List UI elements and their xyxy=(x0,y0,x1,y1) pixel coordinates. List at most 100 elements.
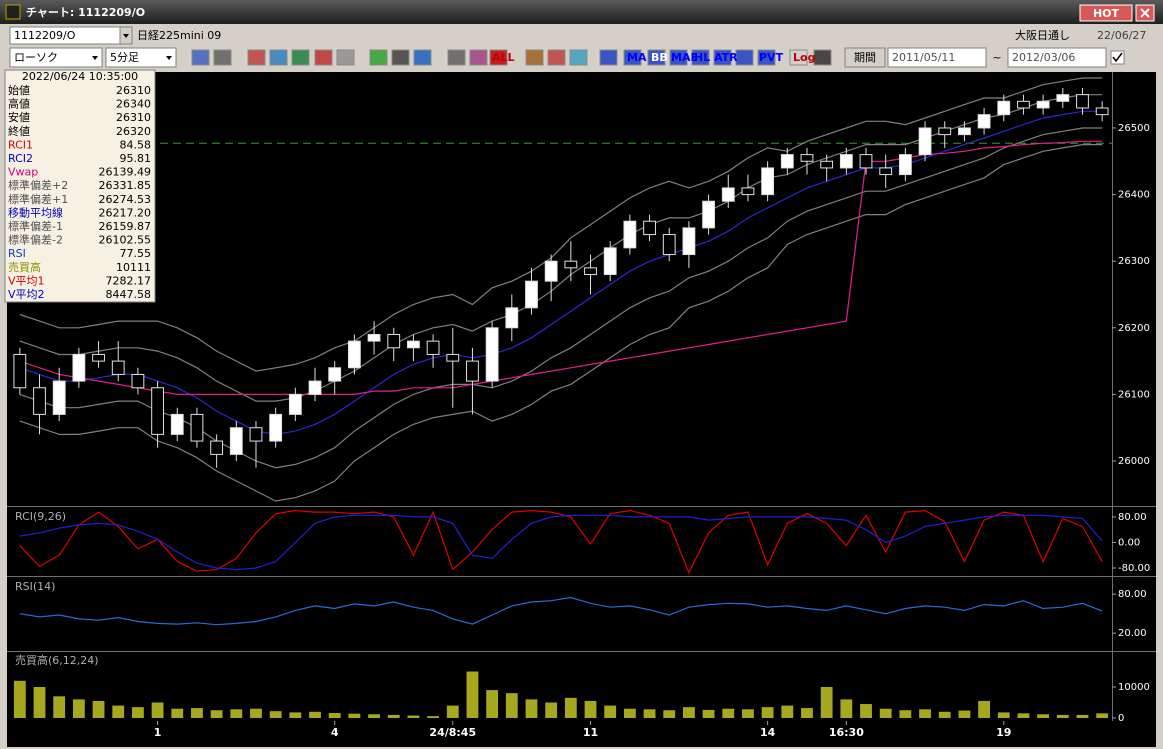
toolbar-icon[interactable] xyxy=(291,49,310,66)
toolbar-icon[interactable] xyxy=(314,49,333,66)
app-icon xyxy=(5,4,21,20)
toolbar-button[interactable]: BB xyxy=(651,51,668,64)
toolbar-icon[interactable] xyxy=(269,49,288,66)
volume-bar xyxy=(702,709,715,719)
candle-body xyxy=(741,187,755,196)
candle-body xyxy=(780,154,794,169)
info-label: V平均1 xyxy=(8,274,45,287)
y-tick-label: 26100 xyxy=(1118,389,1150,400)
toolbar-icon[interactable] xyxy=(413,49,432,66)
toolbar-button[interactable]: ALL xyxy=(492,51,515,64)
info-label: 標準偏差+2 xyxy=(8,178,68,192)
indicator-line xyxy=(19,140,1103,395)
toolbar-button[interactable]: MAE xyxy=(671,51,698,64)
volume-bar xyxy=(623,708,636,719)
volume-bar xyxy=(132,707,144,719)
candle-body xyxy=(466,360,479,382)
toolbar-icon[interactable] xyxy=(336,49,355,66)
toolbar-icon[interactable] xyxy=(789,49,808,66)
info-value: 95.81 xyxy=(120,152,152,165)
info-value: 26310 xyxy=(116,111,151,124)
toolbar-icon[interactable] xyxy=(369,49,388,66)
y-tick-label: 26500 xyxy=(1118,123,1150,134)
candle-body xyxy=(426,340,440,355)
toolbar-icon[interactable] xyxy=(813,49,832,66)
toolbar-button[interactable]: MA xyxy=(627,51,647,64)
volume-bar xyxy=(761,707,774,719)
volume-bar xyxy=(722,708,735,719)
candle-body xyxy=(525,280,538,309)
toolbar-icon[interactable] xyxy=(669,49,688,66)
volume-bar xyxy=(53,696,66,719)
toolbar-icon[interactable] xyxy=(391,49,410,66)
volume-bar xyxy=(938,711,951,719)
candle-body xyxy=(800,154,814,162)
indicator-line xyxy=(19,144,1103,502)
toolbar-button[interactable]: Log xyxy=(793,51,815,64)
period-button[interactable] xyxy=(844,47,886,68)
candle-body xyxy=(367,333,381,342)
dropdown-arrow xyxy=(123,34,129,38)
info-label: 高値 xyxy=(8,97,30,111)
volume-bar xyxy=(860,704,872,719)
candle-body xyxy=(918,127,932,156)
candle-body xyxy=(938,127,952,136)
info-label: 安値 xyxy=(8,110,30,124)
toolbar-icon[interactable] xyxy=(525,49,544,66)
toolbar-icon[interactable] xyxy=(247,49,266,66)
toolbar-button[interactable]: HL xyxy=(694,51,710,64)
info-label: Vwap xyxy=(8,166,38,179)
toolbar-icon[interactable] xyxy=(469,49,488,66)
toolbar-icon[interactable] xyxy=(489,49,508,66)
info-label: 標準偏差-1 xyxy=(8,219,63,233)
toolbar-icon[interactable] xyxy=(691,49,710,66)
toolbar-icon[interactable] xyxy=(647,49,666,66)
close-icon xyxy=(1140,8,1150,18)
y-tick-label: 10000 xyxy=(1118,682,1150,693)
toolbar-icon[interactable] xyxy=(213,49,232,66)
candle-body xyxy=(977,114,991,129)
candle-body xyxy=(13,353,27,389)
volume-bar xyxy=(250,708,262,719)
toolbar-icon[interactable] xyxy=(735,49,754,66)
candle-body xyxy=(958,127,971,136)
candle-body xyxy=(1017,100,1030,109)
info-panel-bg xyxy=(4,69,156,303)
toolbar-icon[interactable] xyxy=(713,49,732,66)
volume-bar xyxy=(112,705,125,719)
info-label: RCI2 xyxy=(8,152,33,165)
dropdown-arrow xyxy=(92,56,98,60)
chart-style-select[interactable] xyxy=(9,47,103,68)
volume-bar xyxy=(486,690,499,719)
toolbar-icon[interactable] xyxy=(757,49,776,66)
hot-button[interactable] xyxy=(1079,4,1133,22)
from-date[interactable] xyxy=(887,47,987,68)
candle-body xyxy=(288,393,302,415)
info-label: 終値 xyxy=(8,124,30,138)
toolbar-icon[interactable] xyxy=(447,49,466,66)
interval: 5分足 xyxy=(110,51,139,64)
chart-style: ローソク xyxy=(14,51,58,64)
toolbar-button[interactable]: ATR xyxy=(714,51,738,64)
toolbar-icon[interactable] xyxy=(547,49,566,66)
candle-body xyxy=(1036,100,1050,109)
y-tick-label: 0 xyxy=(1118,713,1124,724)
toolbar-icon[interactable] xyxy=(599,49,618,66)
candle-body xyxy=(407,340,420,349)
candle-body xyxy=(603,247,617,276)
info-label: V平均2 xyxy=(8,288,45,301)
toolbar-icon[interactable] xyxy=(569,49,588,66)
y-tick-label: 80.00 xyxy=(1118,512,1147,523)
volume-bar xyxy=(230,709,243,719)
candle-body xyxy=(269,413,283,442)
volume-bar xyxy=(545,702,558,719)
info-label: RCI1 xyxy=(8,138,33,151)
x-tick-label: 24/8:45 xyxy=(429,726,476,739)
toolbar-icon[interactable] xyxy=(623,49,642,66)
toolbar-button[interactable]: PVT xyxy=(759,51,784,64)
toolbar-icon[interactable] xyxy=(191,49,210,66)
candle-body xyxy=(190,413,204,442)
to-date[interactable] xyxy=(1007,47,1107,68)
interval-select[interactable] xyxy=(105,47,177,68)
